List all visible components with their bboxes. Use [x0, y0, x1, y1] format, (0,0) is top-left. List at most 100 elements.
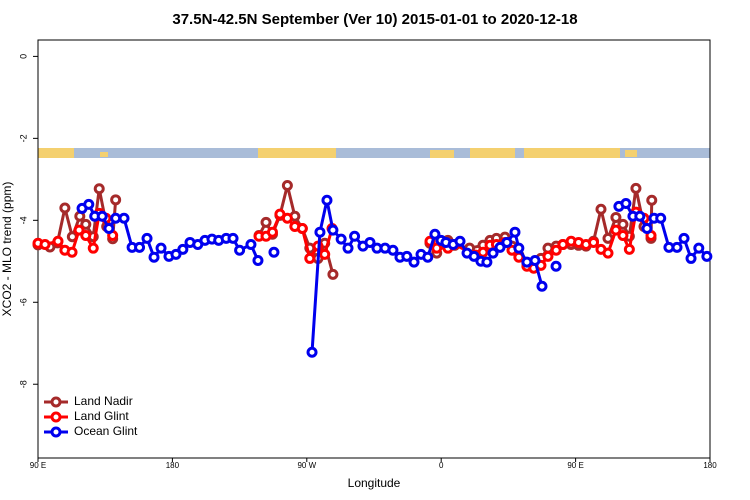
data-point	[671, 241, 683, 253]
data-point	[177, 243, 189, 255]
data-point	[52, 235, 64, 247]
data-point	[610, 224, 622, 236]
data-point	[110, 212, 122, 224]
data-point	[321, 194, 333, 206]
data-point	[268, 246, 280, 258]
data-point	[542, 250, 554, 262]
data-point	[364, 236, 376, 248]
data-point	[509, 226, 521, 238]
data-point	[266, 226, 278, 238]
data-point	[623, 243, 635, 255]
data-point	[701, 250, 713, 262]
data-point	[260, 216, 272, 228]
data-point	[87, 242, 99, 254]
data-point	[304, 252, 316, 264]
data-point	[617, 218, 629, 230]
data-point	[588, 236, 600, 248]
x-tick-label: 180	[703, 461, 717, 470]
data-point	[281, 212, 293, 224]
x-tick-label: 90 E	[30, 461, 46, 470]
data-point	[234, 244, 246, 256]
legend-marker	[50, 426, 62, 438]
data-point	[319, 248, 331, 260]
data-point	[641, 223, 653, 235]
data-point	[349, 230, 361, 242]
data-point	[487, 247, 499, 259]
map-strip	[38, 148, 710, 158]
legend-label: Land Glint	[74, 409, 129, 423]
data-point	[110, 194, 122, 206]
data-point	[550, 260, 562, 272]
data-point	[227, 232, 239, 244]
data-point	[170, 248, 182, 260]
legend-marker	[50, 411, 62, 423]
series-line	[37, 183, 654, 275]
data-point	[387, 244, 399, 256]
data-point	[617, 229, 629, 241]
data-point	[327, 224, 339, 236]
data-point	[610, 211, 622, 223]
x-tick-label: 90 W	[297, 461, 316, 470]
y-tick-label: -4	[18, 216, 28, 224]
y-tick-label: 0	[18, 54, 28, 59]
data-point	[678, 232, 690, 244]
x-tick-label: 90 E	[567, 461, 583, 470]
data-point	[655, 212, 667, 224]
data-point	[96, 210, 108, 222]
data-point	[335, 233, 347, 245]
data-point	[148, 251, 160, 263]
data-point	[550, 244, 562, 256]
data-point	[481, 256, 493, 268]
data-point	[693, 242, 705, 254]
data-point	[529, 254, 541, 266]
data-point	[468, 250, 480, 262]
data-point	[245, 238, 257, 250]
data-point	[602, 247, 614, 259]
data-point	[155, 242, 167, 254]
data-point	[296, 223, 308, 235]
data-point	[306, 346, 318, 358]
data-point	[103, 223, 115, 235]
y-axis-label: XCO2 - MLO trend (ppm)	[0, 182, 14, 317]
data-point	[630, 182, 642, 194]
x-tick-label: 180	[166, 461, 180, 470]
data-point	[595, 203, 607, 215]
data-point	[314, 226, 326, 238]
data-point	[408, 256, 420, 268]
data-point	[342, 242, 354, 254]
data-point	[39, 238, 51, 250]
data-point	[634, 210, 646, 222]
data-point	[501, 236, 513, 248]
data-point	[73, 224, 85, 236]
x-axis-label: Longitude	[348, 476, 401, 490]
data-point	[513, 242, 525, 254]
legend-marker	[50, 396, 62, 408]
data-point	[620, 198, 632, 210]
data-point	[80, 218, 92, 230]
y-tick-label: -2	[18, 134, 28, 142]
data-point	[83, 198, 95, 210]
data-point	[80, 229, 92, 241]
y-tick-label: -6	[18, 298, 28, 306]
data-point	[59, 202, 71, 214]
data-point	[118, 212, 130, 224]
data-point	[422, 251, 434, 263]
legend-label: Ocean Glint	[74, 424, 138, 438]
data-point	[429, 228, 441, 240]
data-point	[646, 194, 658, 206]
data-point	[494, 241, 506, 253]
data-point	[252, 254, 264, 266]
data-point	[536, 280, 548, 292]
data-point	[134, 241, 146, 253]
data-point	[141, 232, 153, 244]
chart-title: 37.5N-42.5N September (Ver 10) 2015-01-0…	[172, 11, 577, 28]
data-point	[431, 242, 443, 254]
y-tick-label: -8	[18, 380, 28, 388]
data-point	[93, 183, 105, 195]
data-point	[477, 246, 489, 258]
data-point	[327, 268, 339, 280]
x-tick-label: 0	[439, 461, 444, 470]
data-point	[401, 250, 413, 262]
data-point	[66, 246, 78, 258]
